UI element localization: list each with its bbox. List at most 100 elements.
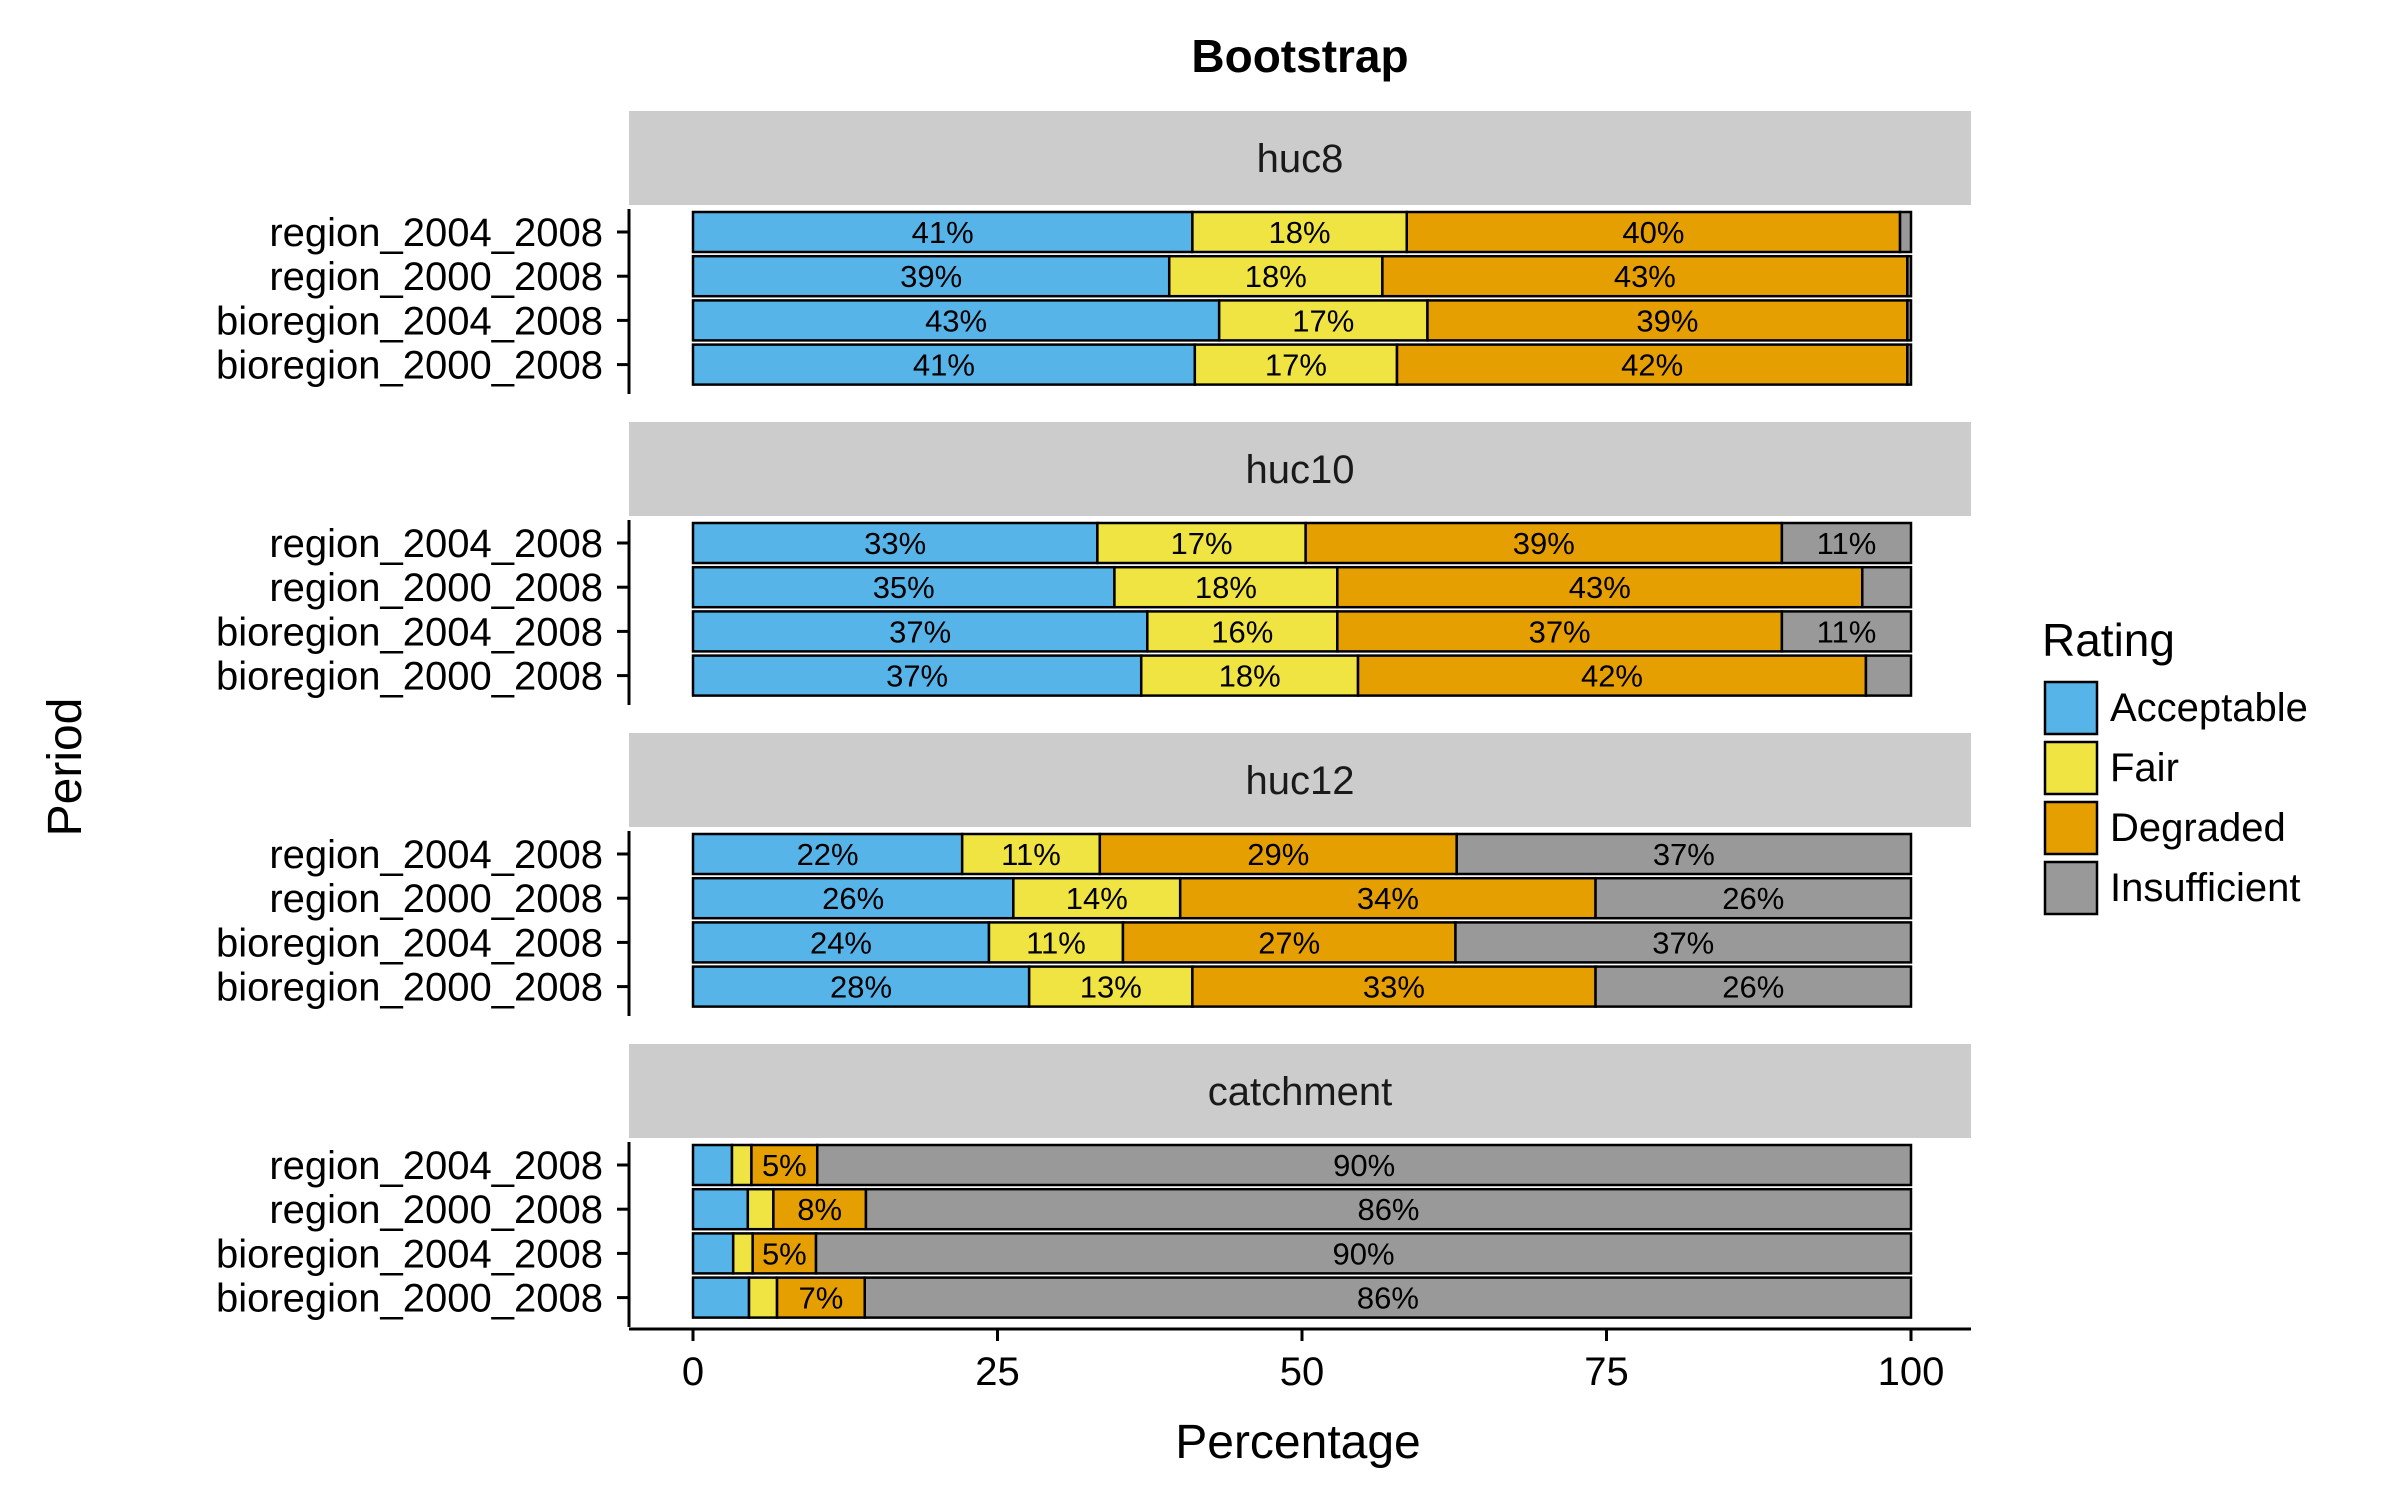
data-label-insufficient: 86% [1357,1281,1419,1316]
data-label-degraded: 40% [1622,215,1684,250]
y-tick-label: bioregion_2004_2008 [216,1232,603,1276]
data-label-degraded: 5% [762,1148,807,1183]
data-label-fair: 18% [1219,659,1281,694]
bar-segment-fair [1113,565,1339,609]
facet-strip-label: huc8 [1257,137,1344,181]
data-label-degraded: 27% [1258,925,1320,960]
bar-segment-insufficient [1906,343,1913,386]
legend-swatch [2043,800,2099,856]
data-label-acceptable: 28% [830,970,892,1005]
data-label-degraded: 43% [1569,570,1631,605]
bar-segment-acceptable [691,1143,734,1187]
data-label-fair: 11% [1001,837,1061,872]
data-label-insufficient: 90% [1332,1236,1394,1271]
x-tick-label: 25 [975,1350,1020,1394]
data-label-fair: 17% [1265,348,1327,383]
data-label-insufficient: 86% [1357,1192,1419,1227]
bar-segment-fair [730,1143,753,1187]
legend-item-insufficient: Insufficient [2043,860,2301,916]
data-label-acceptable: 41% [913,348,975,383]
legend-swatch [2043,680,2099,736]
bar-segment-degraded [1191,965,1597,1008]
data-label-insufficient: 37% [1652,925,1714,960]
legend-title: Rating [2042,614,2175,666]
bar-segment-insufficient [1864,654,1913,697]
data-label-degraded: 39% [1513,526,1575,561]
bar-row-bioregion-2004-2008: bioregion_2004_2008 5% 90% [216,1232,1913,1276]
y-tick-label: region_2000_2008 [269,255,603,299]
bar-segment-insufficient [1898,210,1913,254]
y-tick-label: bioregion_2004_2008 [216,610,603,654]
data-label-fair: 18% [1195,570,1257,605]
bar-segment-insufficient [815,1143,1913,1187]
bar-row-bioregion-2000-2008: bioregion_2000_2008 37% 18% 42% [216,654,1913,699]
y-tick-label: bioregion_2000_2008 [216,344,603,388]
data-label-fair: 17% [1292,303,1354,338]
y-tick-label: region_2004_2008 [269,522,603,566]
legend-swatch [2043,860,2099,916]
legend-label: Insufficient [2110,866,2301,910]
bar-segment-acceptable [691,610,1149,653]
bar-segment-insufficient [863,1276,1913,1319]
bar-segment-acceptable [691,832,964,876]
y-tick-label: region_2004_2008 [269,1144,603,1188]
facet-strip [629,422,1971,516]
bar-row-region-2000-2008: region_2000_2008 8% 86% [269,1187,1913,1232]
data-label-degraded: 39% [1636,303,1698,338]
data-label-acceptable: 37% [889,614,951,649]
bar-segment-fair [1193,343,1399,386]
bar-segment-fair [1167,254,1384,298]
data-label-degraded: 33% [1363,970,1425,1005]
bar-segment-acceptable [691,876,1015,920]
bar-segment-fair [1139,654,1360,697]
bar-segment-acceptable [691,521,1099,565]
data-label-acceptable: 37% [886,659,948,694]
data-label-acceptable: 33% [864,526,926,561]
data-label-acceptable: 22% [797,837,859,872]
bar-segment-acceptable [691,1232,735,1275]
y-tick-label: region_2004_2008 [269,211,603,255]
bar-row-bioregion-2000-2008: bioregion_2000_2008 41% 17% 42% [216,343,1913,388]
data-label-degraded: 7% [798,1281,843,1316]
facet-strip [629,1044,1971,1138]
legend-swatch [2043,740,2099,796]
data-label-degraded: 42% [1581,659,1643,694]
bar-row-region-2004-2008: region_2004_2008 41% 18% 40% [269,210,1913,255]
bar-row-bioregion-2000-2008: bioregion_2000_2008 28% 13% 33% 26% [216,965,1913,1010]
legend-label: Acceptable [2110,686,2308,730]
bar-segment-acceptable [691,1187,750,1231]
facet-panel-huc8: huc8 region_2004_2008 41% 18% 40% region_2000… [216,111,1971,394]
facet-strip-label: catchment [1208,1070,1393,1114]
bar-segment-degraded [1121,921,1457,964]
bar-row-region-2004-2008: region_2004_2008 5% 90% [269,1143,1913,1188]
facet-strip-label: huc10 [1246,448,1355,492]
bar-row-region-2004-2008: region_2004_2008 33% 17% 39% 11% [269,521,1913,566]
bar-segment-degraded [1178,876,1597,920]
y-tick-label: region_2004_2008 [269,833,603,877]
data-label-degraded: 8% [797,1192,842,1227]
data-label-degraded: 43% [1614,259,1676,294]
y-axis-title: Period [39,698,92,837]
bar-segment-degraded [772,1187,868,1231]
data-label-acceptable: 26% [822,881,884,916]
data-label-acceptable: 39% [900,259,962,294]
data-label-fair: 17% [1170,526,1232,561]
bar-segment-insufficient [1906,254,1913,298]
legend-item-acceptable: Acceptable [2043,680,2308,736]
x-tick-label: 50 [1280,1350,1325,1394]
data-label-acceptable: 35% [873,570,935,605]
bar-segment-fair [1217,299,1429,342]
bar-segment-fair [1012,876,1182,920]
y-tick-label: region_2000_2008 [269,566,603,610]
bar-segment-acceptable [691,299,1221,342]
y-tick-label: bioregion_2000_2008 [216,1277,603,1321]
y-tick-label: bioregion_2004_2008 [216,921,603,965]
bar-segment-fair [747,1276,779,1319]
data-label-degraded: 37% [1529,614,1591,649]
bar-segment-acceptable [691,654,1143,697]
data-label-fair: 16% [1211,614,1273,649]
data-label-fair: 18% [1269,215,1331,250]
bar-segment-degraded [750,1143,819,1187]
x-tick-label: 100 [1878,1350,1945,1394]
